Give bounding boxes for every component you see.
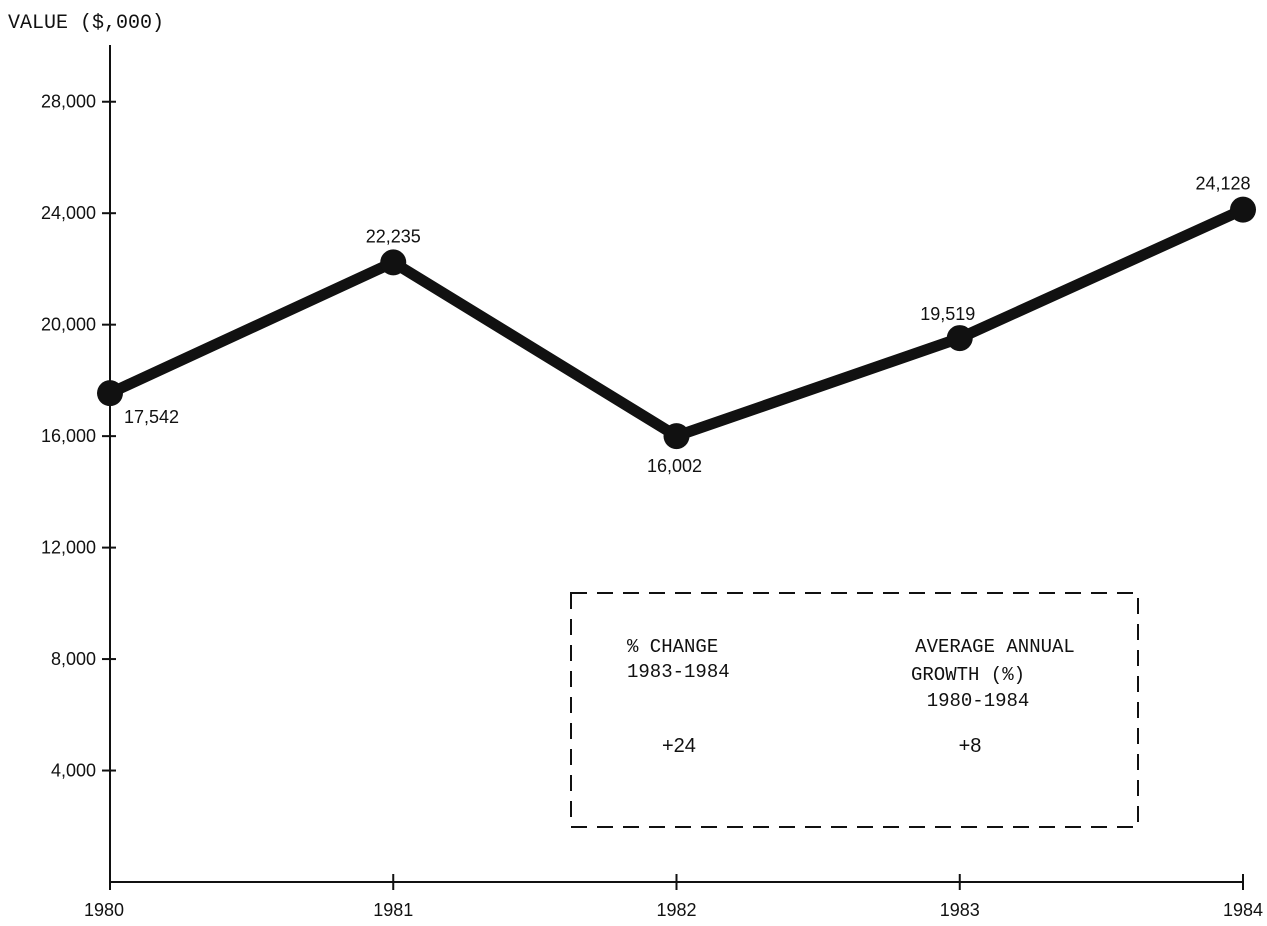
- data-point: [663, 423, 690, 450]
- y-tick-label: 20,000: [41, 315, 96, 335]
- annotation-box-border: [570, 592, 1139, 828]
- growth-heading-line1: AVERAGE ANNUAL: [915, 636, 1075, 658]
- data-point: [97, 380, 123, 407]
- x-tick-label: 1983: [940, 900, 980, 920]
- x-tick-label: 1980: [84, 900, 124, 920]
- change-value: +24: [662, 735, 696, 757]
- x-tick-label: 1984: [1223, 900, 1263, 920]
- y-tick-label: 16,000: [41, 426, 96, 446]
- y-tick-label: 28,000: [41, 92, 96, 112]
- data-point: [1230, 196, 1256, 223]
- series-main: [97, 196, 1256, 450]
- growth-value: +8: [959, 735, 982, 757]
- data-label: 16,002: [647, 456, 702, 476]
- data-labels: 17,542 22,235 16,002 19,519 24,128: [124, 174, 1251, 476]
- y-tick-label: 12,000: [41, 538, 96, 558]
- y-tick-label: 24,000: [41, 203, 96, 223]
- data-point: [946, 325, 973, 352]
- x-tick-label: 1981: [373, 900, 413, 920]
- y-axis-title: VALUE ($,000): [8, 12, 164, 35]
- x-tick-label: 1982: [656, 900, 696, 920]
- x-ticks: 1980 1981 1982 1983 1984: [84, 874, 1263, 920]
- y-tick-label: 4,000: [51, 761, 96, 781]
- data-label: 17,542: [124, 407, 179, 427]
- data-label: 22,235: [366, 226, 421, 246]
- data-label: 19,519: [920, 304, 975, 324]
- series-line: [104, 204, 1249, 442]
- growth-heading-line3: 1980-1984: [927, 690, 1030, 712]
- growth-heading-line2: GROWTH (%): [911, 664, 1025, 686]
- annotation-box: % CHANGE 1983-1984 +24 AVERAGE ANNUAL GR…: [570, 592, 1139, 828]
- data-label: 24,128: [1195, 174, 1250, 194]
- change-heading-line1: % CHANGE: [627, 636, 718, 658]
- change-heading-line2: 1983-1984: [627, 661, 730, 683]
- y-tick-label: 8,000: [51, 649, 96, 669]
- y-ticks: 4,000 8,000 12,000 16,000 20,000 24,000 28,000: [41, 92, 116, 781]
- data-point: [380, 249, 407, 276]
